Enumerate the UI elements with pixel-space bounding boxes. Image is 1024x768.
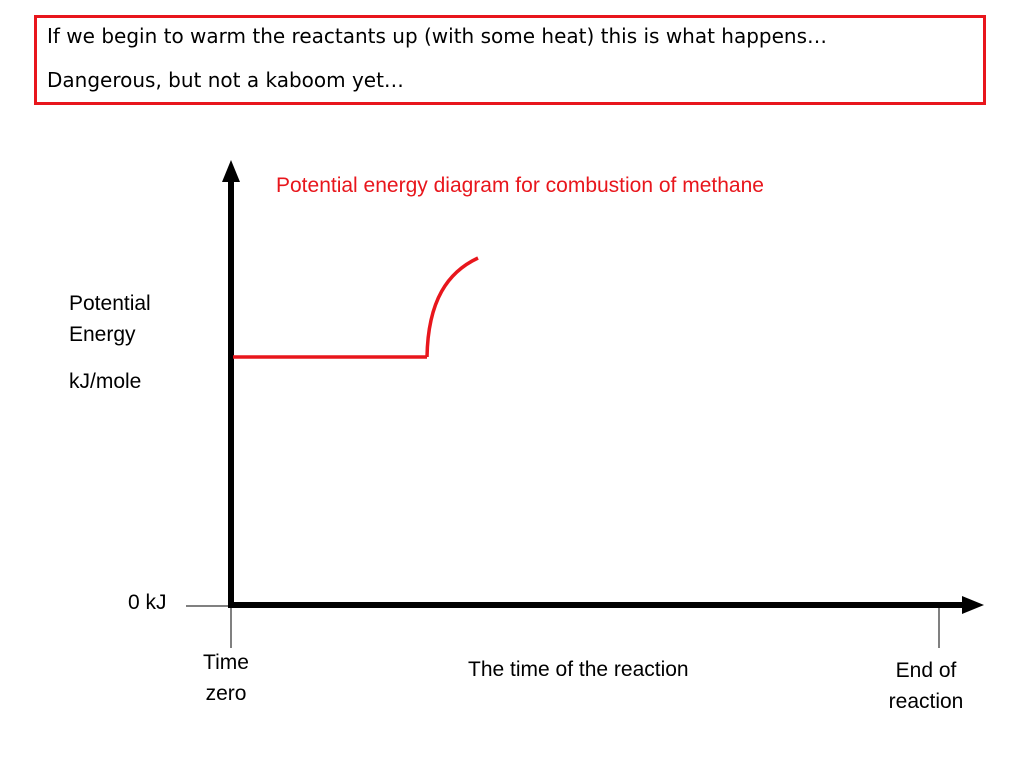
x-axis-arrowhead — [962, 596, 984, 614]
y-axis-arrowhead — [222, 160, 240, 182]
diagram-title: Potential energy diagram for combustion … — [276, 174, 764, 197]
y-axis-label-line-1: Potential — [69, 292, 151, 315]
note-box: If we begin to warm the reactants up (wi… — [34, 15, 986, 105]
y-axis-unit: kJ/mole — [69, 370, 142, 393]
end-of-reaction-label-line-2: reaction — [888, 690, 964, 713]
time-zero-label: Time zero — [186, 647, 266, 709]
time-zero-label-line-1: Time — [203, 651, 249, 674]
y-axis-label: Potential Energy — [69, 288, 151, 350]
end-of-reaction-label: End of reaction — [866, 655, 986, 717]
end-of-reaction-label-line-1: End of — [895, 659, 957, 682]
y-axis-label-line-2: Energy — [69, 323, 136, 346]
activation-rise-curve — [425, 256, 479, 358]
x-axis-label: The time of the reaction — [468, 658, 689, 681]
zero-energy-label: 0 kJ — [128, 591, 167, 614]
time-zero-label-line-2: zero — [205, 682, 247, 705]
note-line-1: If we begin to warm the reactants up (wi… — [47, 24, 828, 48]
note-line-2: Dangerous, but not a kaboom yet… — [47, 68, 404, 92]
